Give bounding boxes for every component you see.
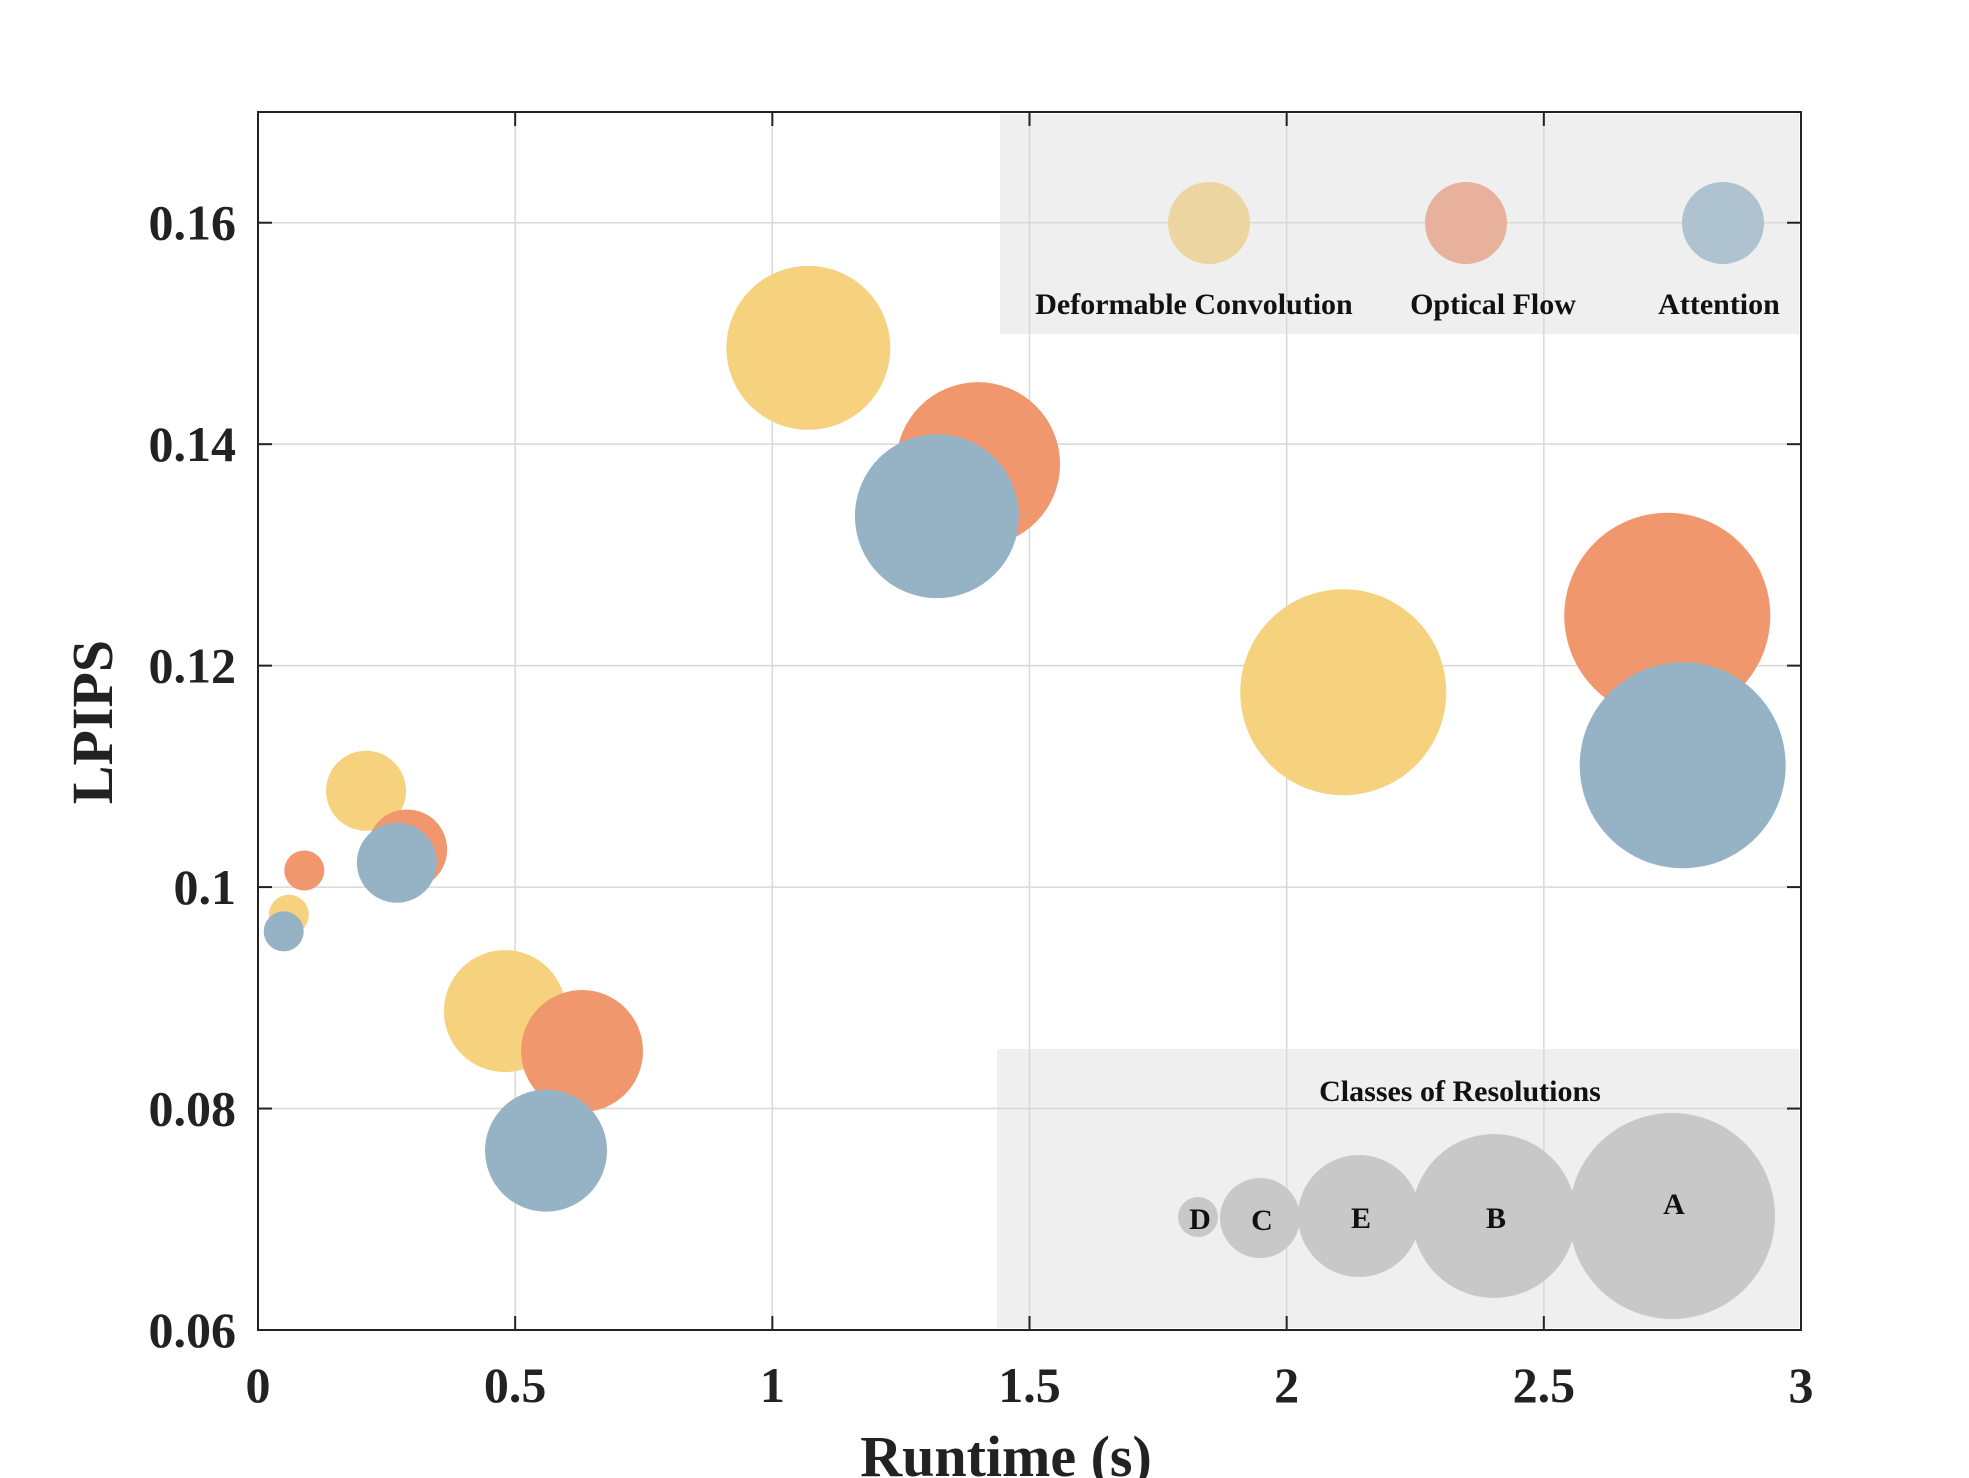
bubble-optical-flow-d xyxy=(284,850,325,891)
size-legend-circle-d xyxy=(1178,1197,1218,1237)
x-tick-label: 1.5 xyxy=(998,1357,1061,1413)
bubble-attention-d xyxy=(263,911,304,952)
x-axis-title: Runtime (s) xyxy=(860,1424,1152,1478)
x-tick-label: 3 xyxy=(1789,1357,1814,1413)
size-legend-label-a: A xyxy=(1663,1188,1685,1221)
y-axis-title: LPIPS xyxy=(60,640,125,804)
legend-marker-deformable-convolution xyxy=(1168,182,1250,264)
data-bubbles xyxy=(263,265,1786,1212)
x-tick-label: 1 xyxy=(760,1357,785,1413)
bubble-optical-flow-e xyxy=(521,989,644,1112)
legend-label-optical-flow: Optical Flow xyxy=(1410,288,1576,321)
y-tick-label: 0.06 xyxy=(149,1302,237,1358)
series-legend: Deformable Convolution Optical Flow Attent… xyxy=(1035,182,1780,321)
size-legend: Classes of Resolutions D C E B A xyxy=(1178,1075,1775,1319)
bubble-deformable-convolution-c xyxy=(326,750,407,831)
y-tick-label: 0.12 xyxy=(149,638,237,694)
bubble-attention-a xyxy=(1579,662,1786,869)
bubble-attention-e xyxy=(485,1089,608,1212)
bubble-optical-flow-a xyxy=(1564,512,1771,719)
bubble-attention-c xyxy=(356,822,437,903)
size-legend-label-b: B xyxy=(1486,1202,1506,1235)
legend-label-attention: Attention xyxy=(1658,288,1780,321)
bubble-deformable-convolution-a xyxy=(1240,589,1447,796)
size-legend-label-d: D xyxy=(1189,1203,1211,1236)
size-legend-title: Classes of Resolutions xyxy=(1319,1075,1601,1108)
size-legend-label-c: C xyxy=(1251,1204,1273,1237)
axis-ticks: 0 0.5 1 1.5 2 2.5 3 0.06 0.08 0.1 0.12 0.14 0.16 xyxy=(149,112,1814,1413)
y-tick-label: 0.14 xyxy=(149,416,237,472)
legend-label-deformable-convolution: Deformable Convolution xyxy=(1035,288,1353,321)
size-legend-circle-b xyxy=(1412,1134,1576,1298)
size-legend-circle-e xyxy=(1298,1155,1420,1277)
y-tick-label: 0.08 xyxy=(149,1081,237,1137)
y-tick-label: 0.1 xyxy=(174,859,237,915)
y-tick-label: 0.16 xyxy=(149,195,237,251)
size-legend-circle-c xyxy=(1220,1178,1300,1258)
legend-marker-optical-flow xyxy=(1425,182,1507,264)
x-tick-label: 2 xyxy=(1274,1357,1299,1413)
bubble-attention-b xyxy=(854,434,1019,599)
series-legend-box xyxy=(1000,114,1799,334)
x-tick-label: 0.5 xyxy=(484,1357,547,1413)
size-legend-circle-a xyxy=(1569,1113,1775,1319)
x-tick-label: 0 xyxy=(246,1357,271,1413)
size-legend-label-e: E xyxy=(1351,1202,1371,1235)
x-tick-label: 2.5 xyxy=(1513,1357,1576,1413)
bubble-deformable-convolution-b xyxy=(726,265,891,430)
legend-marker-attention xyxy=(1682,182,1764,264)
